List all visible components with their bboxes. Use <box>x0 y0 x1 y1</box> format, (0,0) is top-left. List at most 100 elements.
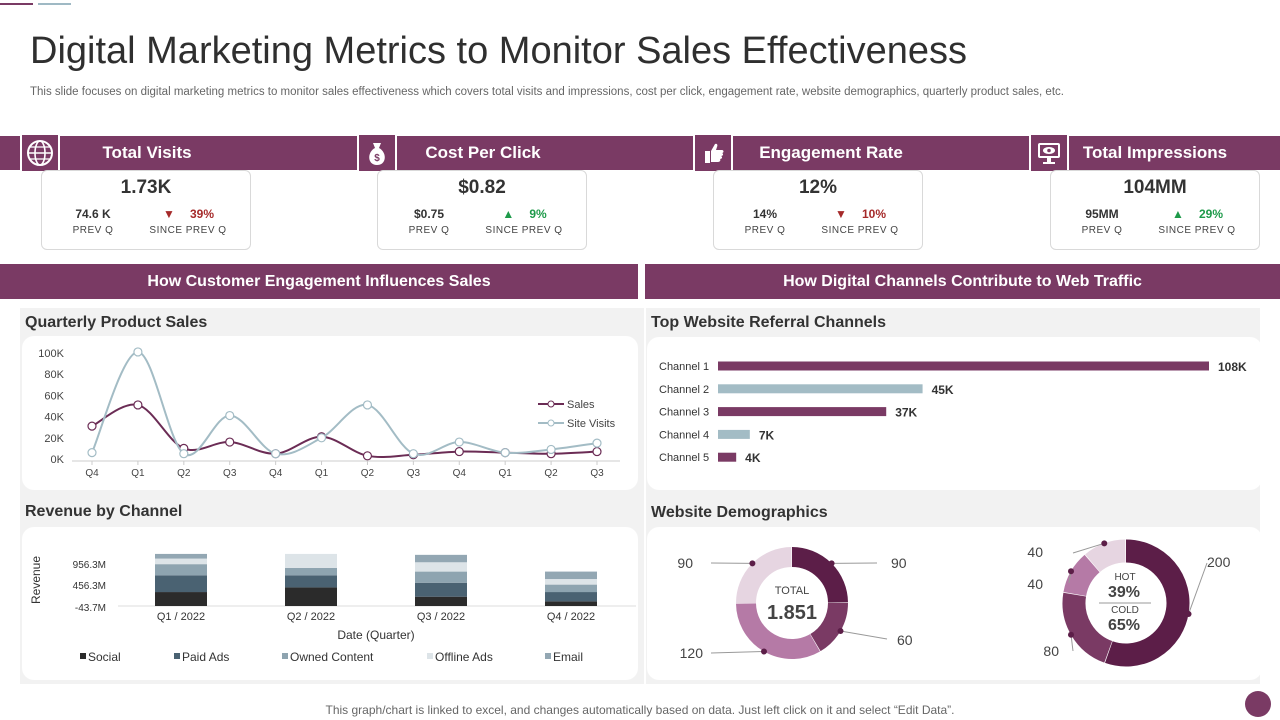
bar-segment-offline-ads <box>545 579 597 585</box>
data-point <box>225 437 235 447</box>
y-tick-label: 100K <box>38 348 64 360</box>
category-label: Channel 3 <box>659 407 709 419</box>
donut-slice <box>809 602 848 652</box>
slice-value-label: 40 <box>1027 544 1043 560</box>
data-point <box>225 410 235 421</box>
kpi-change-value: 39% <box>189 207 215 221</box>
leader-dot <box>1101 540 1108 547</box>
y-tick-label: 0K <box>51 454 65 466</box>
value-label: 4K <box>745 451 761 465</box>
kpi-prev-value: 74.6 K <box>75 207 111 221</box>
value-label: 37K <box>895 406 917 420</box>
kpi-header-cost-per-click <box>376 136 694 170</box>
bar-segment-offline-ads <box>285 553 337 568</box>
kpi-card-total-impressions: 104MM 95MM PREV Q ▲ 29% SINCE PREV Q <box>1050 170 1260 250</box>
y-tick-label: 60K <box>44 390 64 402</box>
slice-value-label: 90 <box>891 555 907 571</box>
data-point <box>546 444 556 455</box>
donut-slice <box>1105 539 1190 667</box>
donut-slice <box>1085 539 1127 573</box>
bar-segment-paid-ads <box>285 575 337 588</box>
bar-segment-email <box>415 554 467 563</box>
bar-segment-social <box>285 587 337 606</box>
top-accent-line-1 <box>0 3 33 5</box>
data-point <box>179 449 189 459</box>
up-arrow-icon: ▲ <box>1172 207 1184 221</box>
bar-segment-email <box>545 571 597 580</box>
y-tick-label: 20K <box>44 433 64 445</box>
bar-segment-paid-ads <box>545 592 597 602</box>
bar-segment-social <box>155 592 207 606</box>
x-tick-label: Q4 / 2022 <box>547 611 595 623</box>
donut-hot-label: HOT <box>1114 572 1135 583</box>
donut-slice <box>791 547 848 604</box>
leader-dot <box>761 648 767 655</box>
slice-value-label: 40 <box>1027 576 1043 592</box>
slice-value-label: 120 <box>680 645 704 661</box>
section-header-channels: How Digital Channels Contribute to Web T… <box>645 264 1280 299</box>
donut-slice <box>1062 592 1113 663</box>
kpi-change-label: SINCE PREV Q <box>485 225 563 236</box>
kpi-label: Cost Per Click <box>425 143 541 162</box>
kpi-value: 1.73K <box>120 177 172 198</box>
x-tick-label: Q1 <box>131 468 145 479</box>
legend-swatch <box>282 653 288 659</box>
data-point <box>316 433 327 443</box>
kpi-change: ▲ 9% <box>474 207 574 221</box>
legend-label: Offline Ads <box>435 650 493 664</box>
kpi-change-value: 9% <box>529 207 547 221</box>
kpi-change-label: SINCE PREV Q <box>821 225 899 236</box>
kpi-prev-label: PREV Q <box>72 225 114 236</box>
top-accent-line-2 <box>38 3 71 5</box>
section-header-engagement: How Customer Engagement Influences Sales <box>0 264 638 299</box>
bar-segment-owned-content <box>545 584 597 593</box>
bar-segment-email <box>155 553 207 559</box>
page-title: Digital Marketing Metrics to Monitor Sal… <box>30 30 967 72</box>
data-point <box>592 446 602 457</box>
down-arrow-icon: ▼ <box>163 207 175 221</box>
bar-segment-owned-content <box>415 571 467 583</box>
kpi-change-value: 29% <box>1198 207 1224 221</box>
leader-dot <box>749 560 756 567</box>
y-axis-title: Revenue <box>29 556 43 604</box>
kpi-change: ▲ 29% <box>1147 207 1247 221</box>
quarterly-sales-line-chart: 0K 20K 40K 60K 80K 100K Q4 Q1 Q2 Q3 Q4 Q1 Q2 Q3 Q4 Q1 Q2… <box>38 347 620 479</box>
x-tick-label: Q4 <box>269 468 283 479</box>
kpi-change-value: 10% <box>861 207 887 221</box>
category-label: Channel 4 <box>659 429 709 441</box>
page-subtitle: This slide focuses on digital marketing … <box>30 86 1064 98</box>
y-tick-label: 956.3M <box>73 560 106 571</box>
data-point <box>271 449 281 459</box>
x-tick-label: Q3 <box>223 468 237 479</box>
x-axis-title: Date (Quarter) <box>337 628 414 642</box>
kpi-change: ▼ 39% <box>138 207 238 221</box>
bar-segment-social <box>415 596 467 606</box>
x-tick-label: Q2 <box>361 468 375 479</box>
y-tick-label: 80K <box>44 369 64 381</box>
kpi-prev-value: 95MM <box>1085 207 1119 221</box>
leader-dot <box>828 560 835 567</box>
panel-title-referral-channels: Top Website Referral Channels <box>651 314 887 331</box>
down-arrow-icon: ▼ <box>835 207 847 221</box>
referral-panel: Channel 1 108K Channel 2 45K Channel 3 37K Cha… <box>647 337 1262 490</box>
donut-slice <box>736 547 793 604</box>
monitor-eye-icon <box>1029 133 1069 173</box>
kpi-value: $0.82 <box>458 177 506 198</box>
leader-dot <box>1068 631 1075 638</box>
data-point <box>133 400 143 410</box>
bar <box>718 384 923 394</box>
x-tick-label: Q1 <box>315 468 329 479</box>
category-label: Channel 5 <box>659 452 709 464</box>
donut-cold-value: 65% <box>1108 617 1140 634</box>
legend-swatch <box>427 653 433 659</box>
kpi-label: Total Visits <box>102 143 192 162</box>
svg-text:$: $ <box>374 153 380 164</box>
bar-segment-offline-ads <box>415 562 467 572</box>
data-point <box>362 451 373 461</box>
kpi-change: ▼ 10% <box>810 207 910 221</box>
bar-segment-owned-content <box>155 564 207 576</box>
donut-cold-label: COLD <box>1111 605 1139 616</box>
series-line-sales <box>91 403 598 459</box>
bar <box>718 452 737 462</box>
